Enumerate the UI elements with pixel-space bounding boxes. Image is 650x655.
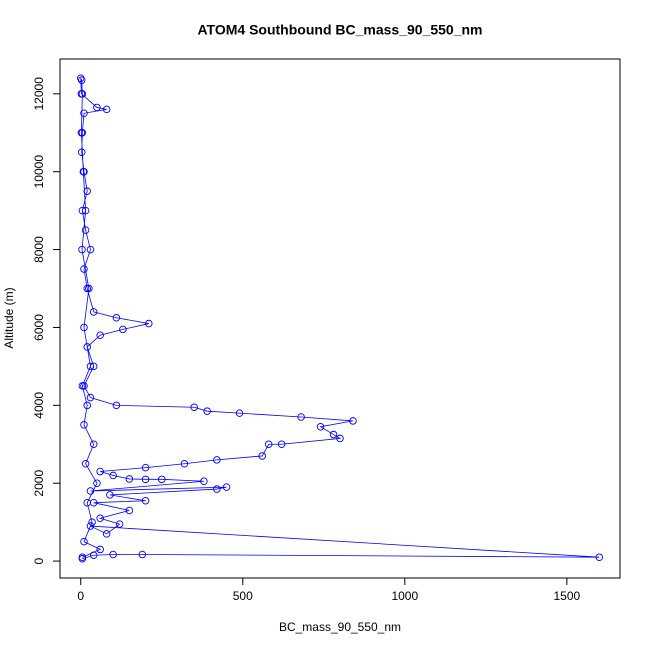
data-point (141, 463, 150, 472)
y-tick-label: 8000 (32, 236, 46, 263)
data-point (88, 518, 96, 526)
data-point (93, 479, 101, 487)
data-point (329, 430, 338, 439)
data-point (83, 343, 91, 351)
data-point (78, 206, 87, 215)
data-point (112, 401, 121, 410)
data-point (190, 403, 198, 412)
data-point (89, 308, 98, 316)
y-tick-label: 2000 (32, 470, 46, 497)
data-point (89, 551, 98, 560)
x-tick-label: 1500 (554, 589, 581, 603)
data-point (115, 520, 124, 528)
data-point (80, 421, 88, 429)
data-point (112, 313, 121, 322)
data-point (106, 491, 114, 499)
data-point (200, 477, 208, 486)
data-point (138, 550, 147, 559)
data-point (96, 331, 104, 339)
x-tick-label: 0 (77, 589, 84, 603)
data-point (264, 440, 273, 449)
data-point (78, 553, 87, 561)
data-point (86, 362, 95, 371)
data-point (80, 323, 88, 332)
data-point (258, 452, 266, 460)
data-point (86, 245, 95, 254)
data-point (119, 325, 127, 334)
data-point (78, 245, 86, 254)
data-point (81, 226, 90, 234)
data-point (79, 167, 88, 176)
data-point (125, 506, 134, 515)
data-point (96, 545, 104, 554)
data-point (316, 423, 325, 431)
data-point (83, 498, 91, 507)
data-point (141, 496, 150, 505)
data-point (203, 407, 211, 415)
data-point (125, 475, 134, 483)
y-tick-label: 4000 (32, 392, 46, 419)
data-point (349, 417, 357, 425)
data-point (235, 409, 244, 417)
data-point (83, 187, 91, 195)
data-point (93, 103, 101, 112)
data-point (78, 90, 87, 98)
data-point (77, 129, 86, 137)
data-point (109, 550, 117, 559)
y-tick-label: 0 (32, 557, 46, 564)
data-point (213, 456, 221, 464)
data-point (89, 362, 98, 371)
data-point (158, 475, 166, 484)
data-line (80, 78, 600, 560)
data-point (81, 206, 90, 215)
data-point (86, 487, 95, 495)
data-point (222, 483, 231, 491)
y-tick-label: 12000 (32, 77, 46, 111)
data-point (78, 382, 87, 390)
data-point (145, 319, 153, 328)
data-point (86, 393, 95, 402)
data-point (102, 530, 111, 538)
data-point (81, 459, 90, 468)
y-tick-label: 6000 (32, 314, 46, 341)
data-point (85, 284, 93, 293)
x-tick-label: 1000 (391, 589, 418, 603)
data-point (96, 467, 104, 476)
data-point (77, 148, 86, 156)
data-point (595, 553, 604, 561)
data-point (86, 522, 95, 530)
data-point (297, 413, 305, 421)
data-point (336, 434, 344, 443)
chart-title: ATOM4 Southbound BC_mass_90_550_nm (197, 22, 482, 38)
data-point (213, 485, 221, 493)
data-point (80, 265, 88, 273)
data-point (96, 514, 104, 523)
y-axis-label: Altitude (m) (2, 287, 16, 348)
data-point (83, 401, 91, 410)
x-axis-label: BC_mass_90_550_nm (279, 620, 401, 634)
plot-box (59, 58, 621, 579)
data-point (277, 440, 286, 449)
data-point (109, 471, 117, 480)
data-point (141, 475, 150, 484)
x-tick-label: 500 (233, 589, 253, 603)
data-point (80, 109, 88, 118)
data-point (80, 537, 88, 546)
data-point (77, 76, 86, 84)
y-tick-label: 10000 (32, 155, 46, 189)
data-point (102, 105, 111, 114)
data-point (180, 459, 189, 468)
data-point (89, 440, 98, 449)
